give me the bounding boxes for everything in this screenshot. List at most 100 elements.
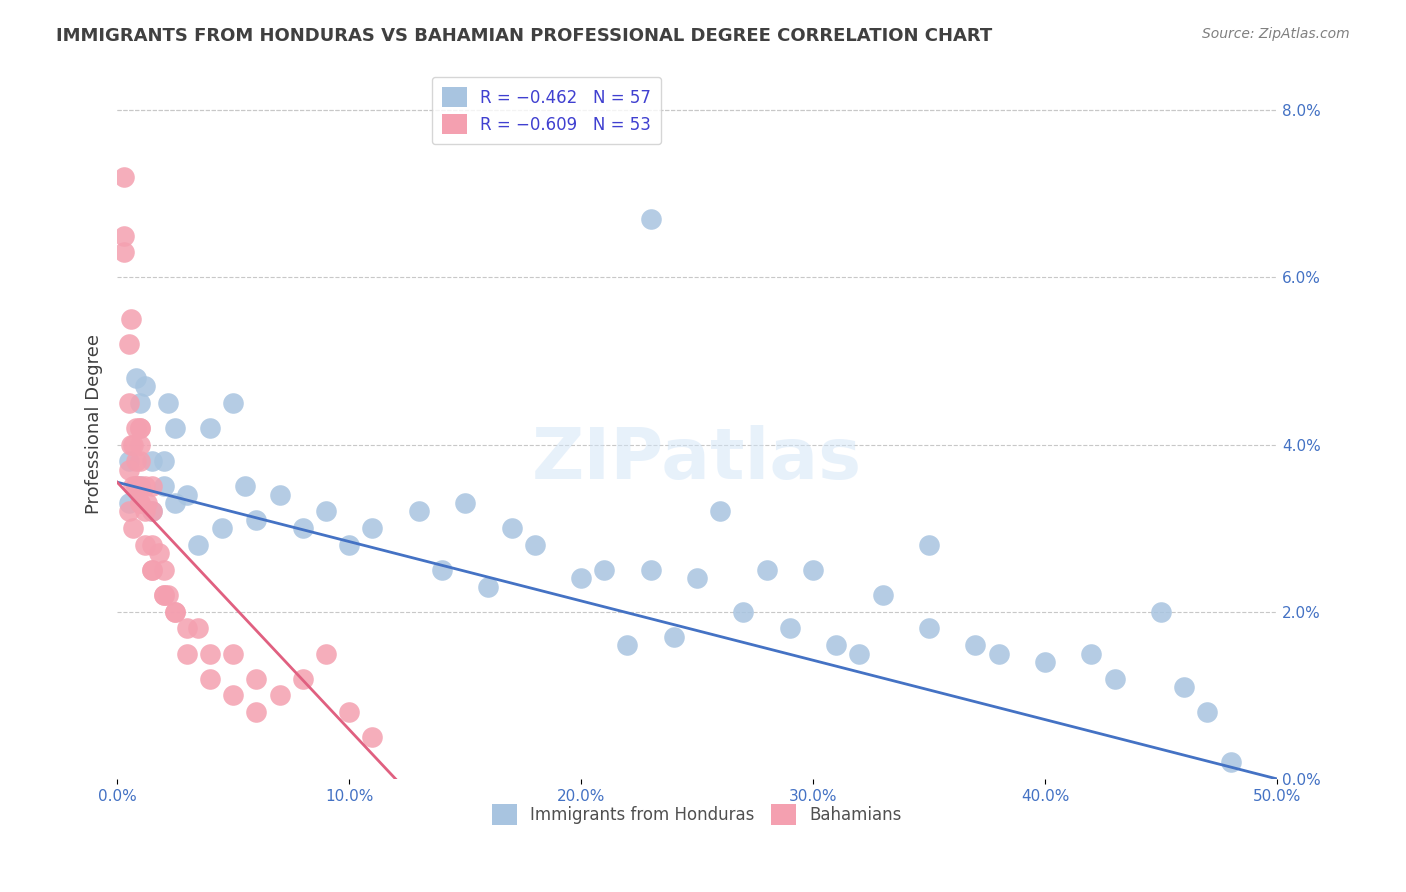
Point bbox=[120, 312, 142, 326]
Point bbox=[755, 563, 778, 577]
Point bbox=[112, 228, 135, 243]
Point bbox=[122, 437, 145, 451]
Point bbox=[187, 622, 209, 636]
Point bbox=[1197, 705, 1219, 719]
Point bbox=[176, 647, 198, 661]
Point bbox=[1150, 605, 1173, 619]
Point bbox=[245, 672, 267, 686]
Point bbox=[141, 563, 163, 577]
Point bbox=[118, 496, 141, 510]
Text: IMMIGRANTS FROM HONDURAS VS BAHAMIAN PROFESSIONAL DEGREE CORRELATION CHART: IMMIGRANTS FROM HONDURAS VS BAHAMIAN PRO… bbox=[56, 27, 993, 45]
Point bbox=[152, 588, 174, 602]
Point bbox=[112, 170, 135, 185]
Point bbox=[222, 647, 245, 661]
Point bbox=[129, 479, 152, 493]
Point bbox=[118, 396, 141, 410]
Point bbox=[825, 638, 848, 652]
Point bbox=[129, 496, 152, 510]
Point bbox=[965, 638, 987, 652]
Legend: Immigrants from Honduras, Bahamians: Immigrants from Honduras, Bahamians bbox=[482, 794, 912, 835]
Point bbox=[176, 488, 198, 502]
Point bbox=[291, 672, 314, 686]
Point bbox=[198, 672, 221, 686]
Point bbox=[129, 396, 152, 410]
Text: Source: ZipAtlas.com: Source: ZipAtlas.com bbox=[1202, 27, 1350, 41]
Point bbox=[872, 588, 894, 602]
Point bbox=[987, 647, 1010, 661]
Point bbox=[662, 630, 685, 644]
Point bbox=[141, 538, 163, 552]
Point bbox=[129, 496, 152, 510]
Y-axis label: Professional Degree: Professional Degree bbox=[86, 334, 103, 514]
Point bbox=[152, 563, 174, 577]
Point bbox=[291, 521, 314, 535]
Point bbox=[112, 245, 135, 260]
Point bbox=[122, 521, 145, 535]
Point bbox=[125, 479, 148, 493]
Point bbox=[125, 370, 148, 384]
Point bbox=[141, 479, 163, 493]
Point bbox=[134, 538, 156, 552]
Point bbox=[165, 496, 187, 510]
Point bbox=[122, 479, 145, 493]
Point bbox=[118, 454, 141, 468]
Point bbox=[430, 563, 453, 577]
Point bbox=[477, 580, 499, 594]
Point bbox=[118, 337, 141, 351]
Point bbox=[501, 521, 523, 535]
Point bbox=[134, 479, 156, 493]
Point bbox=[1104, 672, 1126, 686]
Point bbox=[616, 638, 638, 652]
Point bbox=[165, 421, 187, 435]
Point bbox=[233, 479, 256, 493]
Point bbox=[918, 538, 941, 552]
Point bbox=[1219, 755, 1241, 769]
Point bbox=[269, 689, 291, 703]
Point bbox=[1033, 655, 1056, 669]
Point bbox=[148, 546, 170, 560]
Point bbox=[733, 605, 755, 619]
Point bbox=[129, 421, 152, 435]
Point bbox=[134, 379, 156, 393]
Point bbox=[408, 504, 430, 518]
Point bbox=[245, 705, 267, 719]
Point bbox=[454, 496, 477, 510]
Point bbox=[361, 730, 384, 744]
Text: ZIPatlas: ZIPatlas bbox=[531, 425, 862, 494]
Point bbox=[779, 622, 801, 636]
Point bbox=[152, 454, 174, 468]
Point bbox=[222, 396, 245, 410]
Point bbox=[129, 421, 152, 435]
Point bbox=[187, 538, 209, 552]
Point bbox=[129, 479, 152, 493]
Point bbox=[337, 705, 360, 719]
Point bbox=[269, 488, 291, 502]
Point bbox=[157, 588, 180, 602]
Point bbox=[211, 521, 233, 535]
Point bbox=[1080, 647, 1102, 661]
Point bbox=[141, 504, 163, 518]
Point bbox=[141, 563, 163, 577]
Point bbox=[141, 504, 163, 518]
Point bbox=[141, 454, 163, 468]
Point bbox=[165, 605, 187, 619]
Point bbox=[136, 496, 159, 510]
Point bbox=[686, 571, 709, 585]
Point bbox=[118, 463, 141, 477]
Point bbox=[801, 563, 824, 577]
Point bbox=[315, 647, 337, 661]
Point bbox=[152, 588, 174, 602]
Point bbox=[593, 563, 616, 577]
Point bbox=[165, 605, 187, 619]
Point bbox=[157, 396, 180, 410]
Point bbox=[120, 437, 142, 451]
Point bbox=[198, 647, 221, 661]
Point bbox=[152, 479, 174, 493]
Point bbox=[125, 479, 148, 493]
Point bbox=[118, 504, 141, 518]
Point bbox=[640, 563, 662, 577]
Point bbox=[125, 421, 148, 435]
Point bbox=[125, 454, 148, 468]
Point bbox=[134, 504, 156, 518]
Point bbox=[640, 211, 662, 226]
